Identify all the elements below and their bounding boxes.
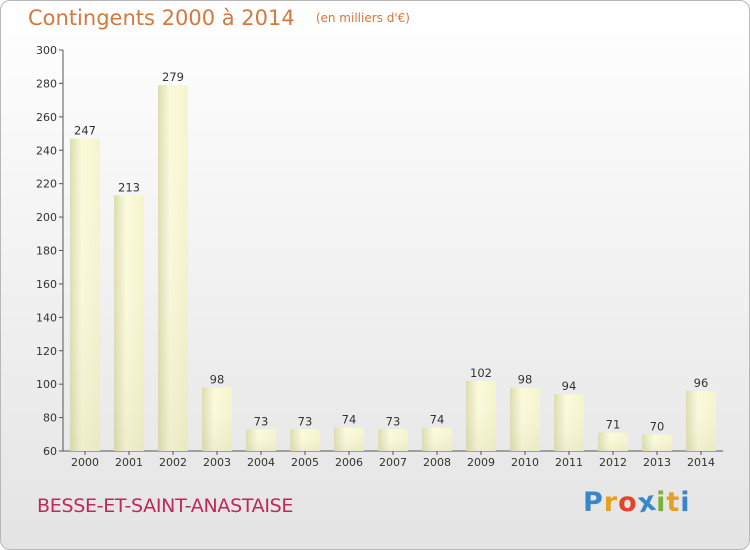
x-tick-label: 2011 (555, 456, 583, 469)
bar-value-label: 70 (650, 419, 665, 433)
x-tick-label: 2013 (643, 456, 671, 469)
logo-letter: t (666, 487, 681, 518)
bar-value-label: 73 (386, 414, 401, 428)
x-tick-label: 2006 (335, 456, 363, 469)
logo-letter: i (656, 487, 667, 518)
x-tick-label: 2001 (115, 456, 143, 469)
x-axis: 2000 2001 2002 2003 2004 2005 2006 2007 2008 2009… (63, 450, 723, 469)
x-tick-label: 2002 (159, 456, 187, 469)
bar-value-label: 71 (606, 418, 621, 432)
bar-shade (158, 85, 188, 452)
bar-value-label: 213 (118, 180, 140, 194)
y-tick-label: 280 (36, 77, 57, 90)
bar-value-label: 247 (74, 124, 96, 138)
bar-shade (554, 394, 584, 451)
x-tick-label: 2007 (379, 456, 407, 469)
x-tick-label: 2009 (467, 456, 495, 469)
x-tick-label: 2012 (599, 456, 627, 469)
chart-subtitle: (en milliers d'€) (315, 11, 410, 25)
y-tick-label: 220 (36, 178, 57, 191)
bar-shade (598, 432, 628, 451)
bars-group: 247 213 279 98 73 73 74 73 74 102 98 94 71 70 96 (70, 70, 716, 452)
y-tick-label: 80 (43, 412, 57, 425)
commune-name: BESSE-ET-SAINT-ANASTAISE (37, 495, 294, 517)
logo-letter: r (603, 487, 619, 518)
bar-shade (246, 429, 276, 451)
y-tick-label: 180 (36, 245, 57, 258)
bar-value-label: 73 (254, 414, 269, 428)
bar-shade (642, 434, 672, 451)
x-tick-label: 2000 (71, 456, 99, 469)
bar-shade (334, 427, 364, 451)
bar-shade (114, 195, 144, 451)
x-tick-label: 2010 (511, 456, 539, 469)
bar-value-label: 98 (210, 373, 225, 387)
bar-shade (378, 429, 408, 451)
bar-shade (686, 390, 716, 451)
y-tick-label: 100 (36, 378, 57, 391)
bar-shade (466, 380, 496, 451)
y-tick-label: 60 (43, 445, 57, 458)
y-tick-label: 200 (36, 211, 57, 224)
y-tick-label: 140 (36, 311, 57, 324)
chart-header: Contingents 2000 à 2014 (en milliers d'€… (28, 6, 410, 30)
y-axis: 60 80 100 120 140 160 180 200 220 240 260 280 300 (36, 44, 64, 458)
x-tick-label: 2014 (687, 456, 715, 469)
bar-shade (70, 138, 100, 451)
bar-shade (422, 427, 452, 451)
y-tick-label: 300 (36, 44, 57, 57)
bar-value-label: 74 (430, 413, 445, 427)
bar-value-label: 102 (470, 366, 492, 380)
bar-shade (290, 429, 320, 451)
y-tick-label: 160 (36, 278, 57, 291)
proxiti-logo: Proxiti (583, 486, 691, 520)
x-tick-label: 2008 (423, 456, 451, 469)
bar-value-label: 74 (342, 413, 357, 427)
bar-value-label: 94 (562, 379, 577, 393)
bar-value-label: 98 (518, 373, 533, 387)
chart-title: Contingents 2000 à 2014 (28, 6, 295, 30)
x-tick-label: 2004 (247, 456, 275, 469)
y-tick-label: 120 (36, 345, 57, 358)
x-tick-label: 2003 (203, 456, 231, 469)
bar-shade (202, 387, 232, 451)
logo-letter: P (583, 487, 604, 518)
logo-letter: o (618, 487, 638, 518)
bar-value-label: 96 (694, 376, 709, 390)
bar-value-label: 73 (298, 414, 313, 428)
bar-shade (510, 387, 540, 451)
x-tick-label: 2005 (291, 456, 319, 469)
logo-letter: i (680, 487, 691, 518)
bar-value-label: 279 (162, 70, 184, 84)
y-tick-label: 240 (36, 144, 57, 157)
y-tick-label: 260 (36, 111, 57, 124)
